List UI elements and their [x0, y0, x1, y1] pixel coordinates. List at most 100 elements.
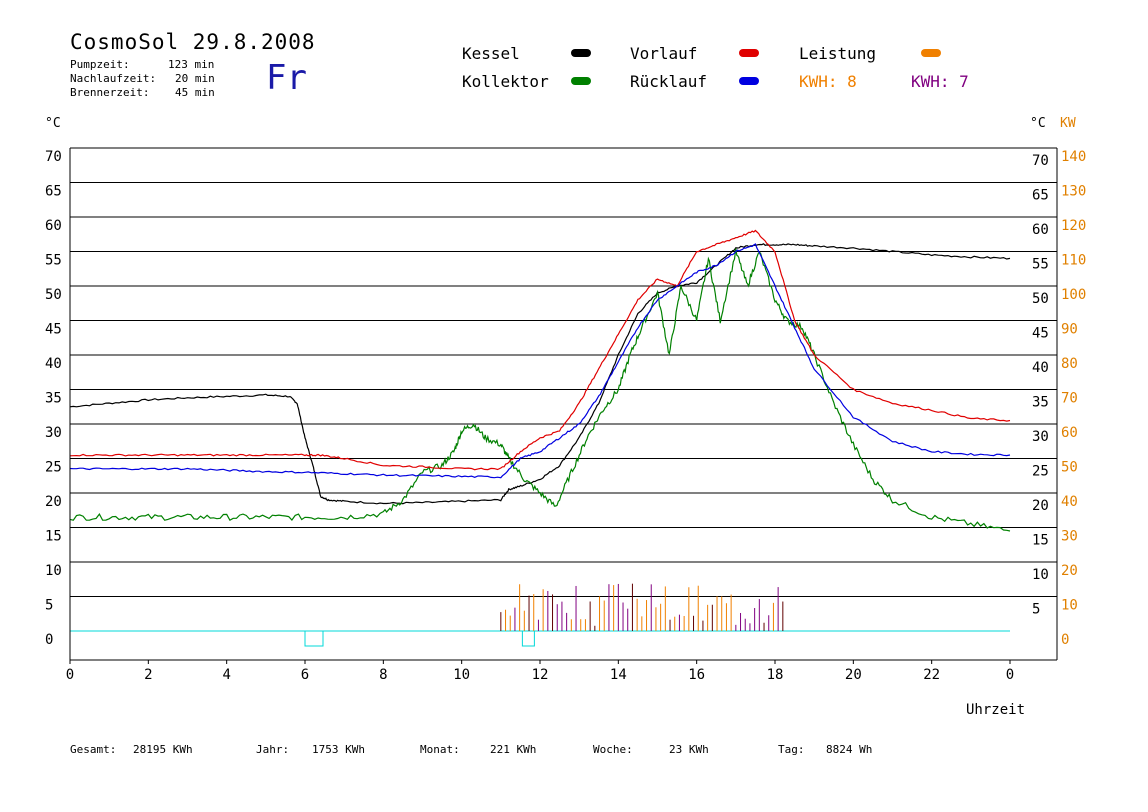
- y-tick-left: 70: [45, 149, 62, 165]
- y-tick-kw: 10: [1061, 598, 1078, 614]
- y-tick-kw: 20: [1061, 563, 1078, 579]
- stat-jahr-value: 1753 KWh: [312, 743, 365, 756]
- legend-leistung-label: Leistung: [799, 44, 877, 63]
- legend-kessel-label: Kessel: [462, 44, 520, 63]
- y-tick-left: 0: [45, 632, 53, 648]
- y-tick-right: 30: [1032, 429, 1049, 445]
- x-tick: 22: [923, 667, 940, 683]
- y-tick-left: 25: [45, 460, 62, 476]
- y-tick-left: 40: [45, 356, 62, 372]
- axes: [69, 148, 1058, 664]
- temperature-chart: °C °C KWUhrzeit051015202530354045505560657…: [45, 116, 1086, 718]
- y-tick-left: 45: [45, 322, 62, 338]
- y-tick-left: 10: [45, 563, 62, 579]
- series-line-2: [69, 229, 1011, 471]
- y-tick-right: 45: [1032, 326, 1049, 342]
- y-tick-right: 20: [1032, 498, 1049, 514]
- x-axis-label: Uhrzeit: [966, 702, 1025, 718]
- x-tick: 4: [222, 667, 230, 683]
- y-tick-right: 60: [1032, 222, 1049, 238]
- weekday-label: Fr: [266, 58, 307, 98]
- y-tick-kw: 0: [1061, 632, 1069, 648]
- y-tick-right: 65: [1032, 188, 1049, 204]
- burner-marker: [521, 630, 535, 647]
- y-tick-kw: 120: [1061, 218, 1086, 234]
- stat-monat-label: Monat:: [420, 743, 460, 756]
- x-tick: 0: [66, 667, 74, 683]
- chart-title: CosmoSol 29.8.2008: [70, 30, 316, 54]
- legend-leistung-swatch: [921, 49, 941, 57]
- series-layer: [69, 229, 1011, 532]
- grid-lines: [70, 147, 1057, 647]
- legend-kollektor-label: Kollektor: [462, 72, 549, 91]
- y-tick-left: 5: [45, 598, 53, 614]
- stat-tag-value: 8824 Wh: [826, 743, 873, 756]
- y-tick-kw: 70: [1061, 391, 1078, 407]
- y-tick-kw: 60: [1061, 425, 1078, 441]
- y-tick-left: 15: [45, 529, 62, 545]
- stat-gesamt-value: 28195 KWh: [133, 743, 193, 756]
- x-tick: 10: [453, 667, 470, 683]
- y-tick-right: 40: [1032, 360, 1049, 376]
- pump-marker: [304, 630, 324, 647]
- y-unit-left: °C: [45, 116, 61, 131]
- y-tick-kw: 100: [1061, 287, 1086, 303]
- y-tick-kw: 140: [1061, 149, 1086, 165]
- y-tick-right: 70: [1032, 153, 1049, 169]
- legend-ruecklauf-label: Rücklauf: [630, 72, 708, 91]
- legend-kessel-swatch: [571, 49, 591, 57]
- y-tick-left: 50: [45, 287, 62, 303]
- series-line-3: [69, 243, 1011, 479]
- legend-vorlauf-swatch: [739, 49, 759, 57]
- y-tick-left: 20: [45, 494, 62, 510]
- y-tick-kw: 30: [1061, 529, 1078, 545]
- x-tick: 20: [845, 667, 862, 683]
- info-pumpzeit-value: 123 min: [168, 58, 215, 71]
- y-tick-left: 55: [45, 253, 62, 269]
- y-unit-right: °C: [1030, 116, 1046, 131]
- stat-gesamt-label: Gesamt:: [70, 743, 117, 756]
- y-tick-kw: 80: [1061, 356, 1078, 372]
- legend-ruecklauf-swatch: [739, 77, 759, 85]
- y-unit-kw: KW: [1060, 116, 1076, 131]
- x-tick: 12: [532, 667, 549, 683]
- info-nachlaufzeit-label: Nachlaufzeit:: [70, 72, 157, 85]
- y-tick-right: 50: [1032, 291, 1049, 307]
- power-spikes: [500, 583, 784, 631]
- y-tick-kw: 110: [1061, 253, 1086, 269]
- x-tick: 18: [767, 667, 784, 683]
- y-tick-right: 15: [1032, 533, 1049, 549]
- legend-vorlauf-label: Vorlauf: [630, 44, 698, 63]
- x-tick: 8: [379, 667, 387, 683]
- x-tick: 2: [144, 667, 152, 683]
- y-tick-right: 10: [1032, 567, 1049, 583]
- tick-labels: °C °C KWUhrzeit051015202530354045505560657…: [45, 116, 1086, 718]
- series-line-1: [69, 248, 1011, 532]
- legend-kwh-purple: KWH: 7: [911, 72, 969, 91]
- info-brennerzeit-value: 45 min: [175, 86, 215, 99]
- y-tick-kw: 130: [1061, 184, 1086, 200]
- y-tick-kw: 90: [1061, 322, 1078, 338]
- y-tick-left: 65: [45, 184, 62, 200]
- series-line-0: [69, 243, 1011, 505]
- y-tick-left: 35: [45, 391, 62, 407]
- y-tick-right: 55: [1032, 257, 1049, 273]
- stat-woche-label: Woche:: [593, 743, 633, 756]
- y-tick-right: 5: [1032, 602, 1040, 618]
- info-brennerzeit-label: Brennerzeit:: [70, 86, 150, 99]
- stat-jahr-label: Jahr:: [256, 743, 290, 756]
- legend-kwh-orange: KWH: 8: [799, 72, 857, 91]
- info-pumpzeit-label: Pumpzeit:: [70, 58, 130, 71]
- stat-woche-value: 23 KWh: [669, 743, 709, 756]
- y-tick-right: 35: [1032, 395, 1049, 411]
- y-tick-right: 25: [1032, 464, 1049, 480]
- x-tick: 6: [301, 667, 309, 683]
- legend-kollektor-swatch: [571, 77, 591, 85]
- y-tick-kw: 50: [1061, 460, 1078, 476]
- y-tick-left: 30: [45, 425, 62, 441]
- x-tick: 0: [1006, 667, 1014, 683]
- y-tick-kw: 40: [1061, 494, 1078, 510]
- stat-monat-value: 221 KWh: [490, 743, 537, 756]
- x-tick: 14: [610, 667, 627, 683]
- y-tick-left: 60: [45, 218, 62, 234]
